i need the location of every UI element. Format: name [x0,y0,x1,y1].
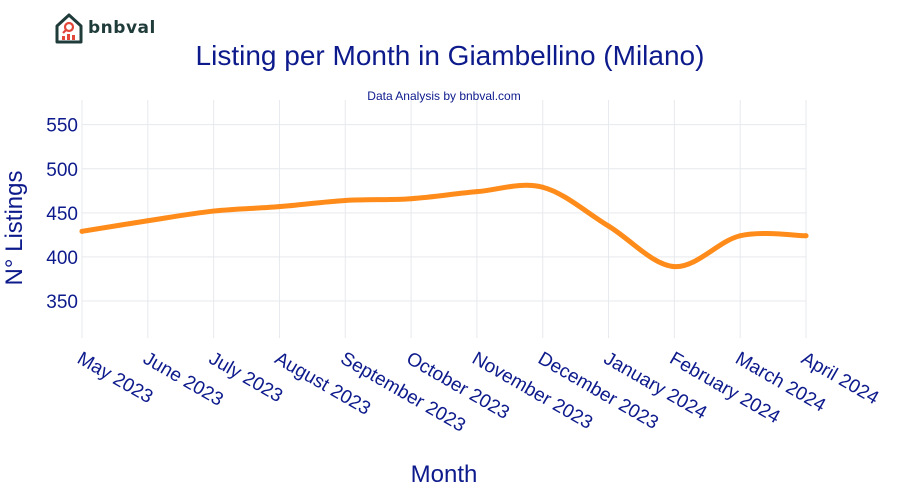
brand-name: bnbval [88,18,156,38]
data-point[interactable] [737,233,743,239]
grid-lines [81,100,807,338]
data-point[interactable] [540,184,546,190]
data-point[interactable] [79,228,85,234]
data-point[interactable] [145,218,151,224]
data-point[interactable] [671,264,677,270]
data-point[interactable] [474,189,480,195]
y-tick-label: 500 [46,160,78,181]
data-point[interactable] [342,197,348,203]
series-line [79,182,809,270]
y-tick-label: 400 [46,248,78,269]
y-tick-labels: 350 400 450 500 550 [46,116,78,313]
data-point[interactable] [606,223,612,229]
house-chart-icon [55,13,83,44]
y-axis-title: N° Listings [1,171,28,286]
x-axis-title: Month [411,461,478,488]
data-point[interactable] [408,196,414,202]
data-point[interactable] [276,204,282,210]
chart-title: Listing per Month in Giambellino (Milano… [195,40,705,71]
y-tick-label: 350 [46,292,78,313]
y-tick-label: 450 [46,204,78,225]
y-tick-label: 550 [46,116,78,137]
x-tick-label: February 2024 [666,348,784,428]
data-point[interactable] [211,208,217,214]
chart-subtitle: Data Analysis by bnbval.com [367,89,521,103]
brand-logo: bnbval [54,12,156,44]
data-point[interactable] [803,233,809,239]
